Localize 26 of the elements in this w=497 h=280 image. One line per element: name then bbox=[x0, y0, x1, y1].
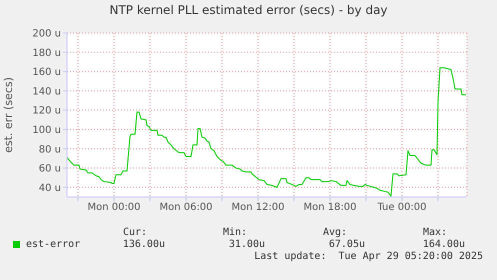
y-tick-label: 100 u bbox=[32, 125, 61, 136]
y-tick-label: 80 u bbox=[38, 144, 61, 156]
text: Cur: bbox=[122, 227, 148, 238]
y-tick-label: 160 u bbox=[32, 67, 61, 78]
y-tick-label: 140 u bbox=[32, 86, 61, 98]
y-axis-title: est. err (secs) bbox=[2, 77, 15, 153]
text: Last update: Tue Apr 29 05:20:00 2025 bbox=[254, 251, 483, 262]
x-tick-label: Mon 18:00 bbox=[303, 202, 357, 214]
y-tick-label: 40 u bbox=[38, 182, 61, 194]
text: Avg: bbox=[322, 227, 348, 238]
y-tick-label: 120 u bbox=[32, 106, 61, 117]
x-tick-label: Mon 12:00 bbox=[231, 202, 285, 214]
text: 31.00u bbox=[228, 239, 265, 250]
text: 164.00u bbox=[422, 239, 465, 250]
text: 136.00u bbox=[122, 239, 165, 250]
y-tick-label: 200 u bbox=[32, 28, 61, 40]
text: Max: bbox=[422, 227, 448, 238]
chart-title: NTP kernel PLL estimated error (secs) - by day bbox=[108, 3, 389, 17]
x-tick-label: Mon 06:00 bbox=[159, 202, 213, 214]
legend-label: est-error bbox=[26, 239, 80, 250]
x-tick-label: Tue 00:00 bbox=[376, 202, 427, 214]
y-tick-label: 180 u bbox=[32, 48, 61, 59]
text: Min: bbox=[222, 227, 248, 238]
text: 67.05u bbox=[328, 239, 365, 250]
x-tick-label: Mon 00:00 bbox=[87, 202, 141, 214]
y-tick-label: 60 u bbox=[38, 164, 61, 175]
